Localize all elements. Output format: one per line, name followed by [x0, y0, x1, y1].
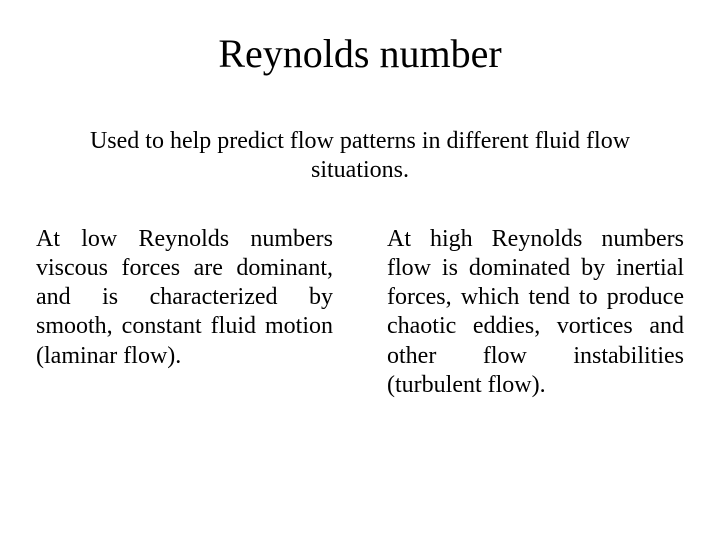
slide-subtitle: Used to help predict flow patterns in di…: [66, 127, 654, 185]
right-column-paragraph: At high Reynolds numbers flow is dominat…: [387, 225, 684, 401]
slide-title: Reynolds number: [30, 30, 690, 77]
slide: Reynolds number Used to help predict flo…: [0, 0, 720, 540]
left-column-paragraph: At low Reynolds numbers viscous forces a…: [36, 225, 333, 401]
two-column-layout: At low Reynolds numbers viscous forces a…: [30, 225, 690, 401]
